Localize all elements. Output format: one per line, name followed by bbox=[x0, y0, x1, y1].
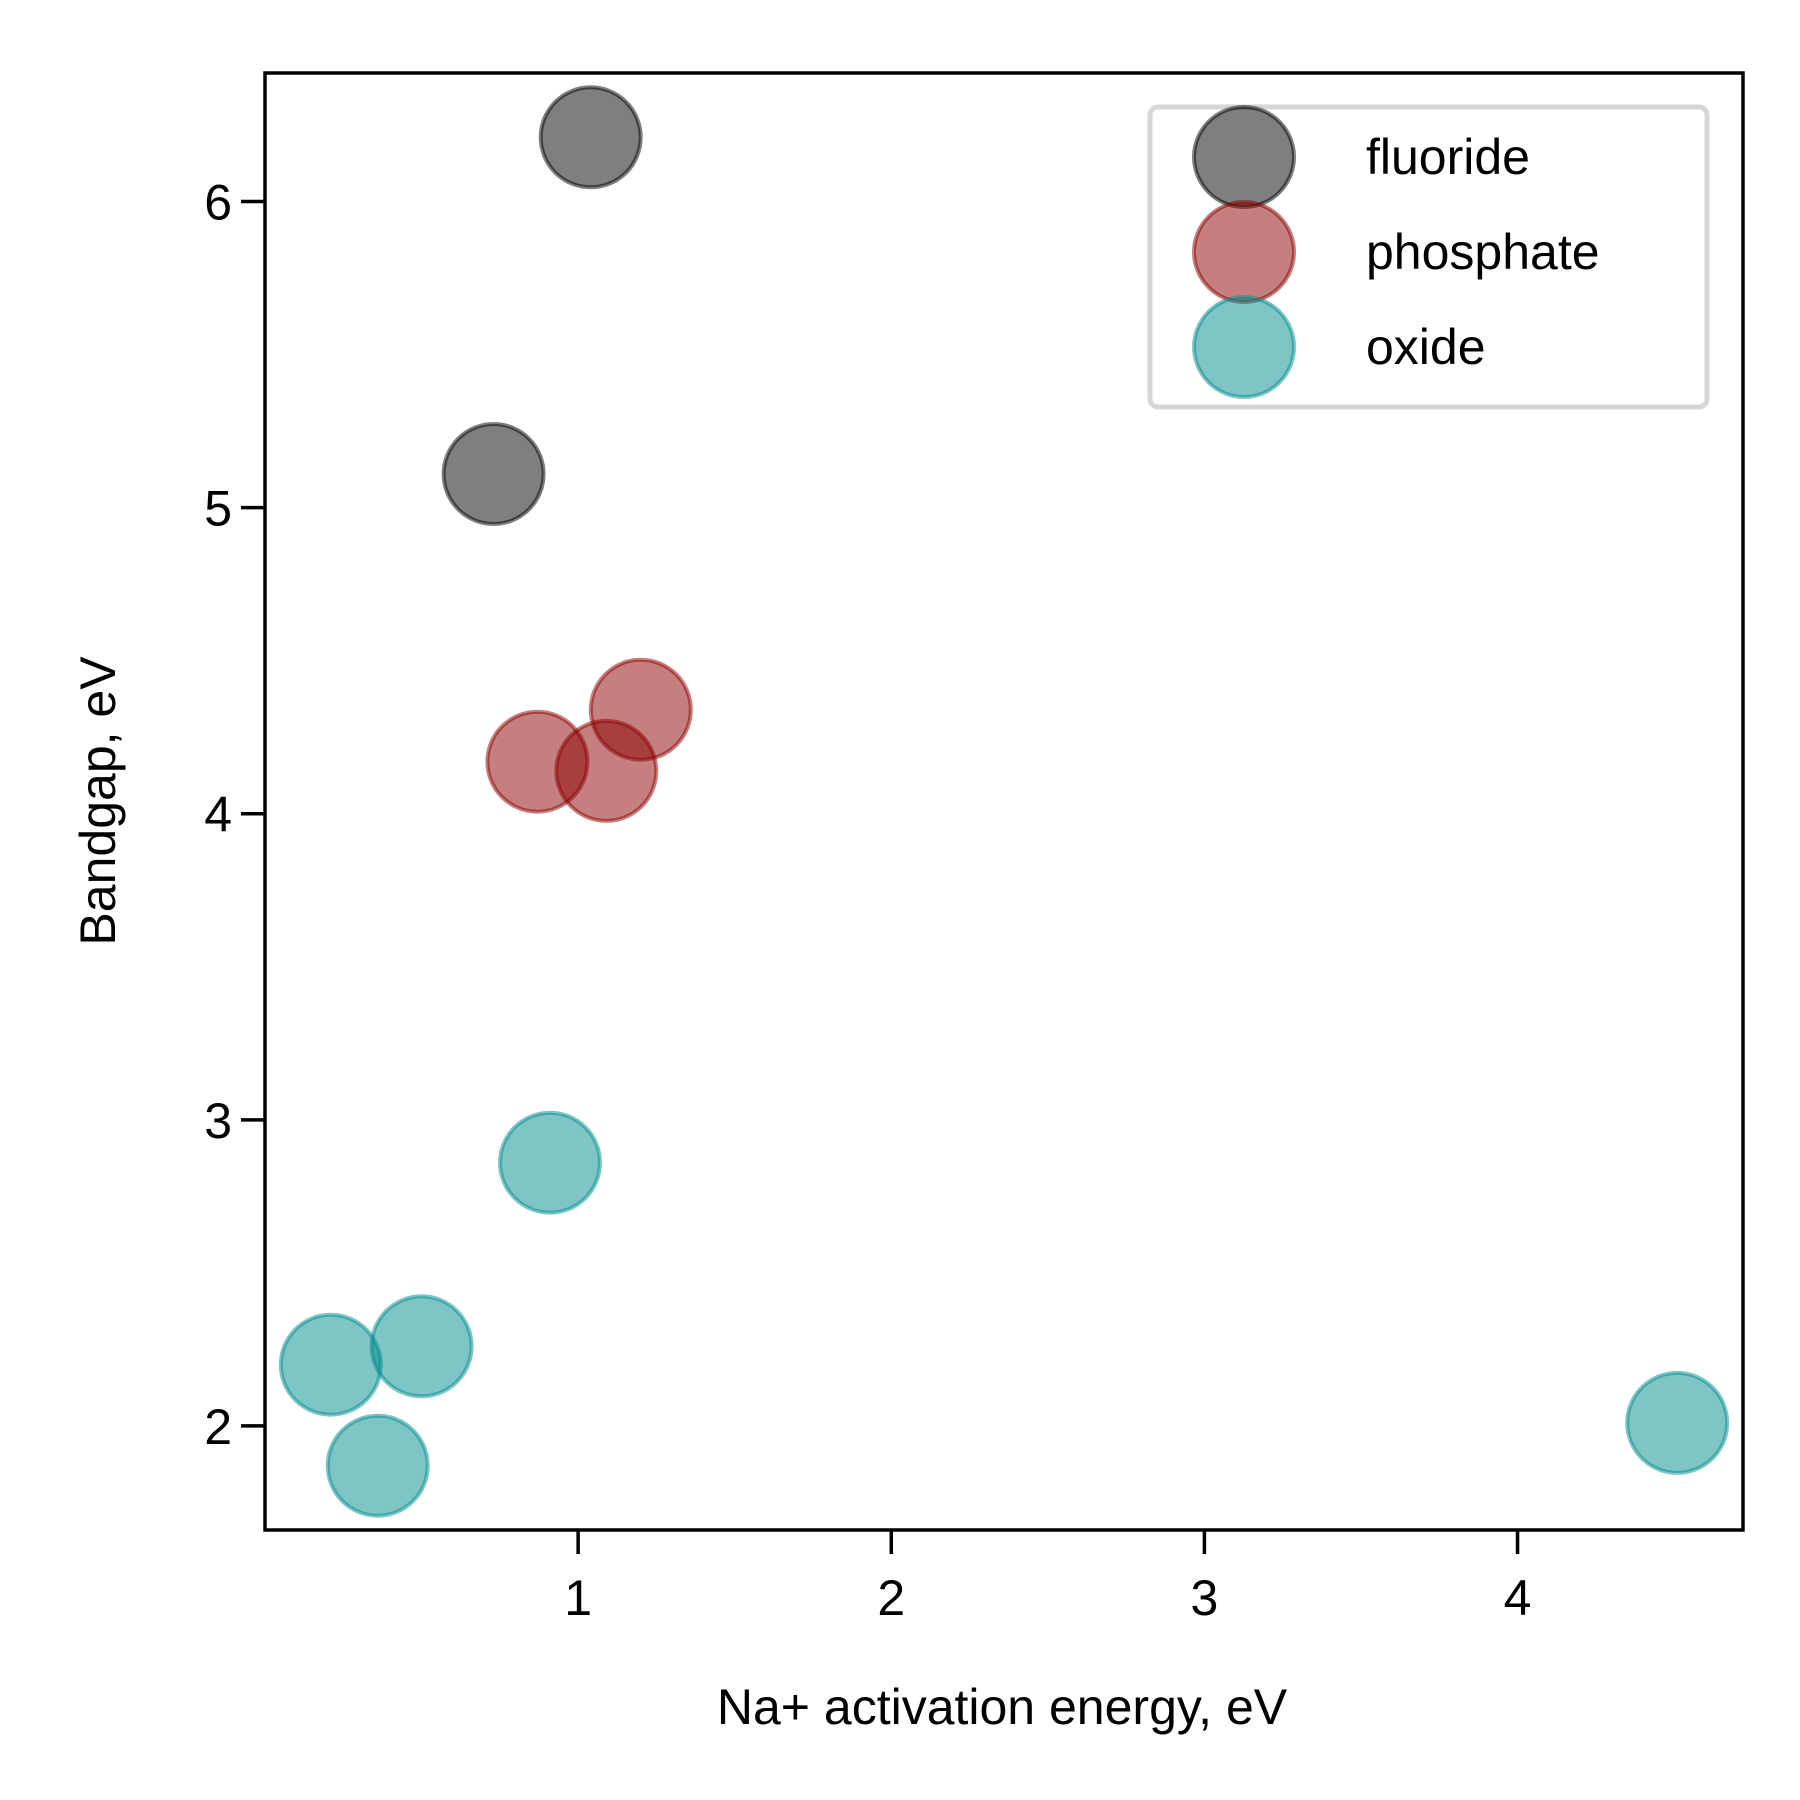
data-point-oxide-1 bbox=[498, 1110, 602, 1215]
plot-frame bbox=[263, 71, 1745, 1532]
data-point-oxide-4 bbox=[325, 1413, 430, 1518]
y-tick-label: 5 bbox=[204, 481, 232, 537]
legend-marker-phosphate bbox=[1192, 200, 1296, 304]
data-point-oxide-3 bbox=[278, 1312, 383, 1417]
data-point-oxide-2 bbox=[369, 1294, 474, 1399]
data-point-phosphate-3 bbox=[554, 718, 659, 823]
x-axis-label: Na+ activation energy, eV bbox=[717, 1679, 1288, 1735]
x-tick-label: 1 bbox=[564, 1570, 592, 1626]
x-tick-label: 3 bbox=[1191, 1570, 1219, 1626]
legend: fluoride phosphate oxide bbox=[1147, 104, 1710, 410]
y-tick-label: 3 bbox=[204, 1093, 232, 1149]
y-axis-label: Bandgap, eV bbox=[70, 656, 126, 946]
y-axis-ticks: 2 3 4 5 6 bbox=[204, 175, 265, 1455]
data-point-fluoride-1 bbox=[538, 85, 643, 190]
legend-marker-fluoride bbox=[1192, 105, 1296, 209]
x-tick-label: 4 bbox=[1504, 1570, 1532, 1626]
data-point-oxide-5 bbox=[1625, 1370, 1730, 1475]
y-tick-label: 6 bbox=[204, 175, 232, 231]
y-tick-label: 4 bbox=[204, 787, 232, 843]
x-tick-label: 2 bbox=[877, 1570, 905, 1626]
data-point-fluoride-2 bbox=[441, 422, 546, 526]
data-points bbox=[278, 85, 1730, 1518]
legend-marker-oxide bbox=[1192, 295, 1296, 399]
x-axis-ticks: 1 2 3 4 bbox=[564, 1530, 1531, 1626]
legend-label-fluoride: fluoride bbox=[1366, 129, 1530, 185]
y-tick-label: 2 bbox=[204, 1399, 232, 1455]
legend-label-oxide: oxide bbox=[1366, 319, 1486, 375]
legend-label-phosphate: phosphate bbox=[1366, 224, 1600, 280]
